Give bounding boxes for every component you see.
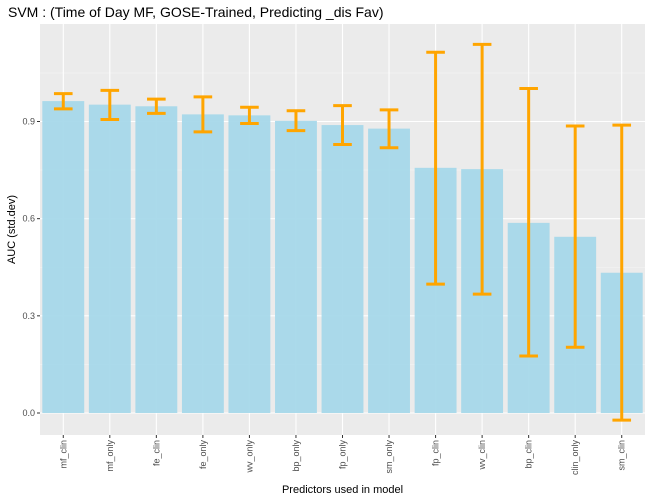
errorbar-mf_only: [100, 88, 120, 122]
bar-mf_clin: [42, 101, 85, 413]
y-tick-label: 0.6: [22, 214, 35, 224]
bar-fe_clin: [135, 106, 178, 413]
y-tick-label: 0.3: [22, 311, 35, 321]
y-tick-label: 0.0: [22, 408, 35, 418]
x-tick-label: sm_clin: [617, 440, 627, 471]
y-axis-label: AUC (std.dev): [6, 195, 18, 264]
x-tick-label: fp_clin: [431, 440, 441, 466]
x-tick-label: fe_clin: [151, 440, 161, 466]
errorbar-bp_only: [286, 109, 306, 133]
errorbar-wv_clin: [472, 42, 492, 296]
y-axis-ticks: 0.0 0.3 0.6 0.9: [22, 117, 40, 418]
x-tick-label: fe_only: [198, 440, 208, 470]
bar-bp_only: [275, 120, 317, 413]
x-tick-label: bp_only: [291, 440, 301, 472]
x-tick-label: wv_clin: [477, 440, 487, 471]
bar-mf_only: [88, 104, 131, 413]
y-tick-label: 0.9: [22, 117, 35, 127]
bar-wv_only: [228, 115, 271, 414]
errorbar-fp_only: [333, 104, 352, 146]
x-tick-label: mf_clin: [58, 440, 68, 469]
errorbar-wv_only: [240, 105, 259, 125]
x-axis-label: Predictors used in model: [282, 484, 403, 496]
errorbar-fe_only: [193, 95, 213, 134]
x-tick-label: mf_only: [105, 440, 115, 472]
bar-fp_only: [321, 125, 364, 413]
errorbar-mf_clin: [53, 92, 73, 111]
x-tick-label: wv_only: [244, 440, 254, 474]
bar-fe_only: [181, 114, 224, 413]
x-axis-ticks: mf_clin mf_only fe_clin fe_only wv_only bp_on…: [58, 435, 627, 476]
x-tick-label: sm_only: [384, 440, 394, 474]
error-bars: [53, 42, 632, 422]
errorbar-fp_clin: [426, 50, 445, 286]
errorbar-sm_clin: [612, 123, 632, 422]
chart-title: SVM : (Time of Day MF, GOSE-Trained, Pre…: [8, 4, 384, 20]
bar-sm_only: [368, 128, 410, 413]
errorbar-bp_clin: [519, 86, 538, 358]
x-tick-label: clin_only: [570, 440, 580, 476]
errorbar-fe_clin: [147, 97, 166, 115]
x-tick-label: fp_only: [338, 440, 348, 470]
errorbar-clin_only: [565, 124, 585, 349]
x-tick-label: bp_clin: [524, 440, 534, 469]
errorbar-sm_only: [379, 108, 399, 150]
